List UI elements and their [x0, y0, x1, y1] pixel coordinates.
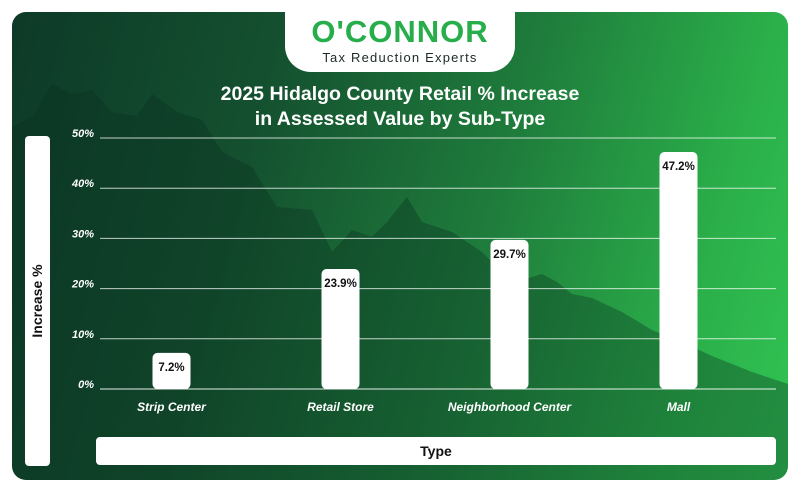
bar-retail-store: [321, 269, 360, 389]
chart-card: O'CONNOR Tax Reduction Experts 2025 Hida…: [12, 12, 788, 480]
x-tick-label: Retail Store: [307, 400, 374, 414]
bar-strip-center: [152, 352, 191, 389]
brand-name: O'CONNOR: [311, 14, 489, 49]
x-tick-label: Strip Center: [137, 400, 207, 414]
y-tick-label: 20%: [71, 279, 94, 291]
data-label: 7.2%: [158, 362, 184, 374]
bar-mall: [659, 152, 698, 389]
logo: O'CONNOR Tax Reduction Experts: [285, 12, 515, 72]
bar-chart: 0% 10% 20% 30% 40% 50% 7.2% Strip Center 23.9% Re…: [12, 84, 788, 480]
x-tick-label: Neighborhood Center: [448, 400, 573, 414]
x-axis-label-box: Type: [96, 437, 776, 465]
chart-title-line-1: 2025 Hidalgo County Retail % Increase: [220, 83, 580, 105]
y-tick-label: 40%: [71, 178, 94, 190]
background-mountain-shape: [12, 84, 788, 480]
y-tick-label: 30%: [72, 228, 94, 240]
brand-tagline: Tax Reduction Experts: [322, 50, 478, 65]
x-axis-label: Type: [420, 443, 452, 459]
data-label: 23.9%: [324, 278, 357, 290]
y-tick-label: 50%: [72, 128, 94, 140]
y-tick-label: 0%: [78, 379, 94, 391]
bar-neighborhood-center: [490, 239, 529, 389]
y-tick-label: 10%: [72, 329, 94, 341]
data-label: 47.2%: [662, 161, 695, 173]
x-tick-label: Mall: [667, 400, 691, 414]
y-axis-label: Increase %: [29, 264, 45, 338]
chart-title-line-2: in Assessed Value by Sub-Type: [254, 108, 546, 130]
data-label: 29.7%: [493, 249, 526, 261]
y-axis-label-box: Increase %: [25, 136, 50, 466]
chart-title: 2025 Hidalgo County Retail % Increase in…: [12, 82, 788, 132]
